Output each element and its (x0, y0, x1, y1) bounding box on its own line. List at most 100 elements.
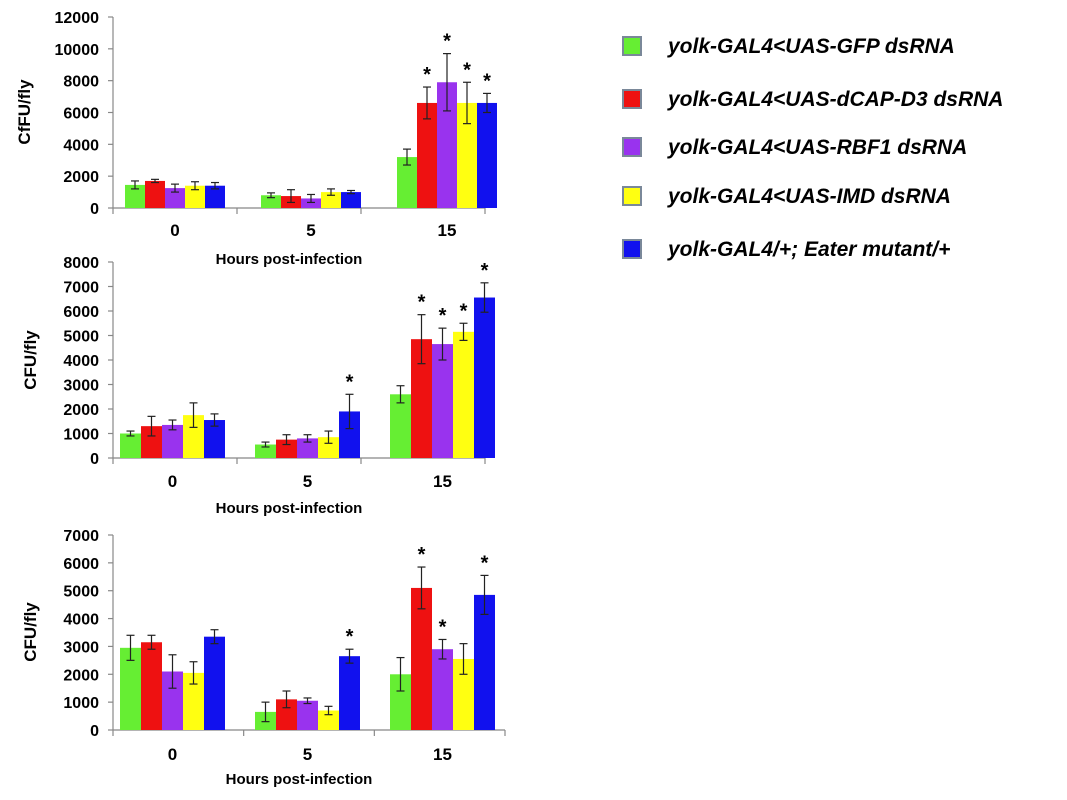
y-axis-title: CFU/fly (21, 602, 40, 662)
chart-panel-2: 0 1000 2000 3000 4000 5000 6000 7000 8000 0 5 15 Hou… (21, 255, 495, 517)
y-tick-label: 6000 (63, 106, 99, 123)
bar (297, 700, 318, 730)
bar (390, 394, 411, 458)
x-category-label: 5 (303, 745, 312, 764)
legend-label: yolk-GAL4<UAS-dCAP-D3 dsRNA (667, 88, 1003, 111)
x-category-label: 0 (168, 472, 177, 491)
chart-panel-1: 0 2000 4000 6000 8000 10000 12000 0 5 15 Hours pos… (15, 10, 497, 268)
legend-label: yolk-GAL4<UAS-IMD dsRNA (667, 185, 951, 208)
y-axis-title: CfFU/fly (15, 79, 34, 145)
legend-label: yolk-GAL4<UAS-GFP dsRNA (667, 35, 955, 58)
bar (432, 649, 453, 730)
y-tick-label: 1000 (63, 427, 99, 444)
significance-asterisk: * (481, 260, 489, 282)
bar (183, 415, 204, 458)
bar (411, 587, 432, 730)
bar (297, 438, 318, 458)
y-tick-label: 3000 (63, 378, 99, 395)
bar (341, 192, 361, 208)
bar (145, 180, 165, 208)
bar (255, 444, 276, 458)
bar (437, 82, 457, 208)
x-category-label: 5 (306, 221, 315, 240)
bar (276, 699, 297, 730)
bar (183, 672, 204, 730)
significance-asterisk: * (346, 371, 354, 393)
bar (141, 426, 162, 458)
bar (205, 185, 225, 208)
bar (474, 297, 495, 458)
bar (453, 658, 474, 730)
legend-swatch (622, 239, 642, 259)
bar (162, 671, 183, 730)
legend-label: yolk-GAL4/+; Eater mutant/+ (667, 238, 950, 261)
significance-asterisk: * (418, 544, 426, 566)
bar (318, 710, 339, 730)
legend-label: yolk-GAL4<UAS-RBF1 dsRNA (667, 136, 967, 159)
x-category-label: 15 (433, 472, 452, 491)
legend-swatch (622, 137, 642, 157)
bar (120, 433, 141, 458)
chart-panel-3: 0 1000 2000 3000 4000 5000 6000 7000 0 5 15 Hours p… (21, 528, 506, 788)
bar (411, 339, 432, 458)
y-tick-label: 7000 (63, 280, 99, 297)
y-axis-title: CFU/fly (21, 330, 40, 390)
y-tick-label: 2000 (63, 169, 99, 186)
x-axis-title: Hours post-infection (226, 771, 373, 788)
significance-asterisk: * (346, 626, 354, 648)
y-tick-label: 4000 (63, 137, 99, 154)
y-tick-label: 10000 (55, 42, 100, 59)
y-tick-label: 8000 (63, 74, 99, 91)
significance-asterisk: * (439, 305, 447, 327)
significance-asterisk: * (423, 64, 431, 86)
legend-swatch (622, 186, 642, 206)
bar (318, 437, 339, 458)
y-tick-label: 7000 (63, 528, 99, 545)
y-tick-label: 0 (90, 201, 99, 218)
bar (301, 198, 321, 208)
legend: yolk-GAL4<UAS-GFP dsRNA yolk-GAL4<UAS-dCA… (622, 35, 1003, 261)
significance-asterisk: * (418, 292, 426, 314)
y-tick-label: 2000 (63, 667, 99, 684)
bar (162, 424, 183, 458)
significance-asterisk: * (483, 70, 491, 92)
significance-asterisk: * (443, 31, 451, 53)
bar (165, 188, 185, 208)
x-category-label: 15 (433, 745, 452, 764)
x-category-label: 0 (168, 745, 177, 764)
bar (432, 344, 453, 458)
y-tick-label: 2000 (63, 402, 99, 419)
bar (390, 674, 411, 730)
y-tick-label: 8000 (63, 255, 99, 272)
y-tick-label: 4000 (63, 353, 99, 370)
bar (397, 157, 417, 208)
bar (261, 195, 281, 208)
legend-swatch (622, 89, 642, 109)
legend-swatch (622, 36, 642, 56)
bar (477, 102, 497, 208)
significance-asterisk: * (460, 300, 468, 322)
y-tick-label: 6000 (63, 304, 99, 321)
x-axis-title: Hours post-infection (216, 251, 363, 268)
y-tick-label: 5000 (63, 329, 99, 346)
bar (141, 642, 162, 730)
x-category-label: 0 (170, 221, 179, 240)
y-tick-label: 1000 (63, 695, 99, 712)
bar (474, 594, 495, 730)
y-tick-label: 4000 (63, 612, 99, 629)
y-tick-label: 6000 (63, 556, 99, 573)
bar (453, 331, 474, 458)
bar (339, 411, 360, 458)
bar (457, 102, 477, 208)
significance-asterisk: * (439, 616, 447, 638)
bar (321, 192, 341, 208)
y-tick-label: 0 (90, 723, 99, 740)
bar (204, 420, 225, 458)
bar (339, 656, 360, 730)
significance-asterisk: * (481, 552, 489, 574)
x-axis-title: Hours post-infection (216, 500, 363, 517)
bar (120, 647, 141, 730)
y-tick-label: 3000 (63, 639, 99, 656)
